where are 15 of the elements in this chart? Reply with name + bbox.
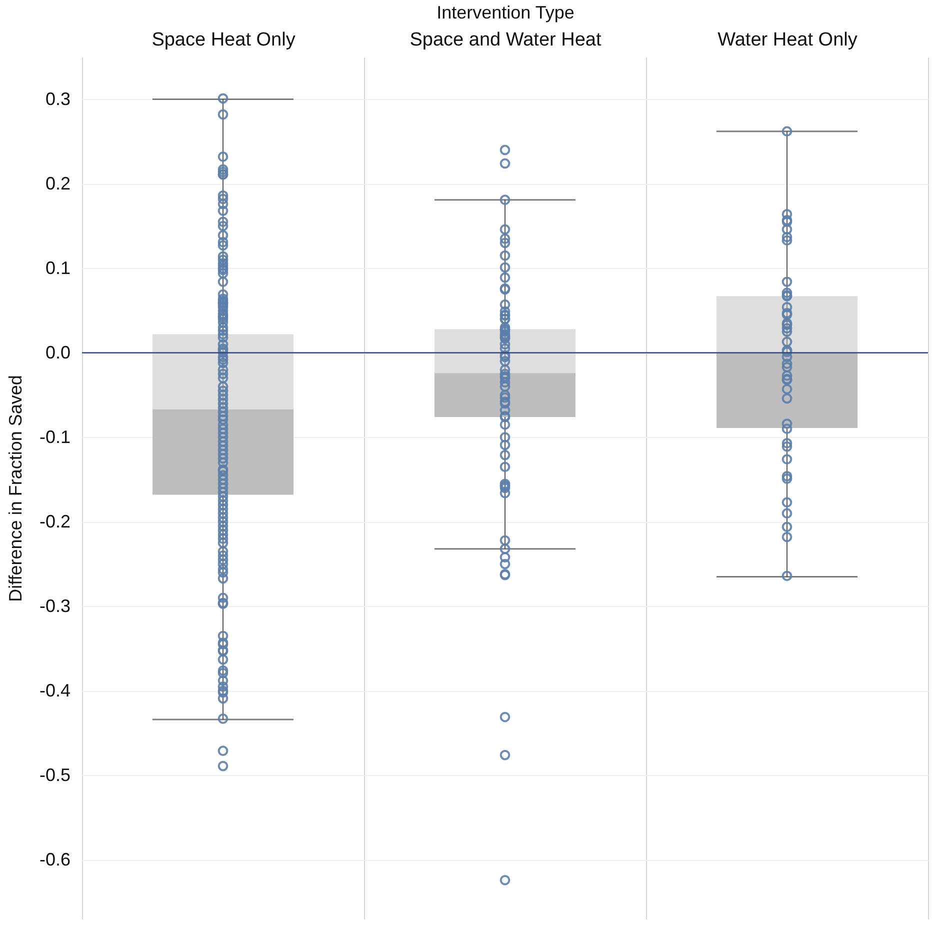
y-tick-label: 0.3 [45,88,70,109]
y-tick-label: -0.2 [39,511,70,532]
y-tick-label: -0.3 [39,596,70,616]
y-tick-label: -0.6 [39,849,70,870]
y-tick-label: -0.1 [39,426,70,447]
y-tick-label: -0.5 [39,764,70,785]
x-tick-label: Water Heat Only [718,30,858,50]
x-tick-label: Space and Water Heat [410,30,602,50]
x-axis-title: Intervention Type [436,2,574,22]
y-axis-title: Difference in Fraction Saved [5,375,26,602]
y-tick-label: 0.1 [45,258,70,278]
y-tick-label: -0.4 [39,680,70,700]
x-tick-label: Space Heat Only [152,30,296,50]
y-tick-label: 0.0 [45,342,70,362]
y-tick-label: 0.2 [45,173,70,194]
